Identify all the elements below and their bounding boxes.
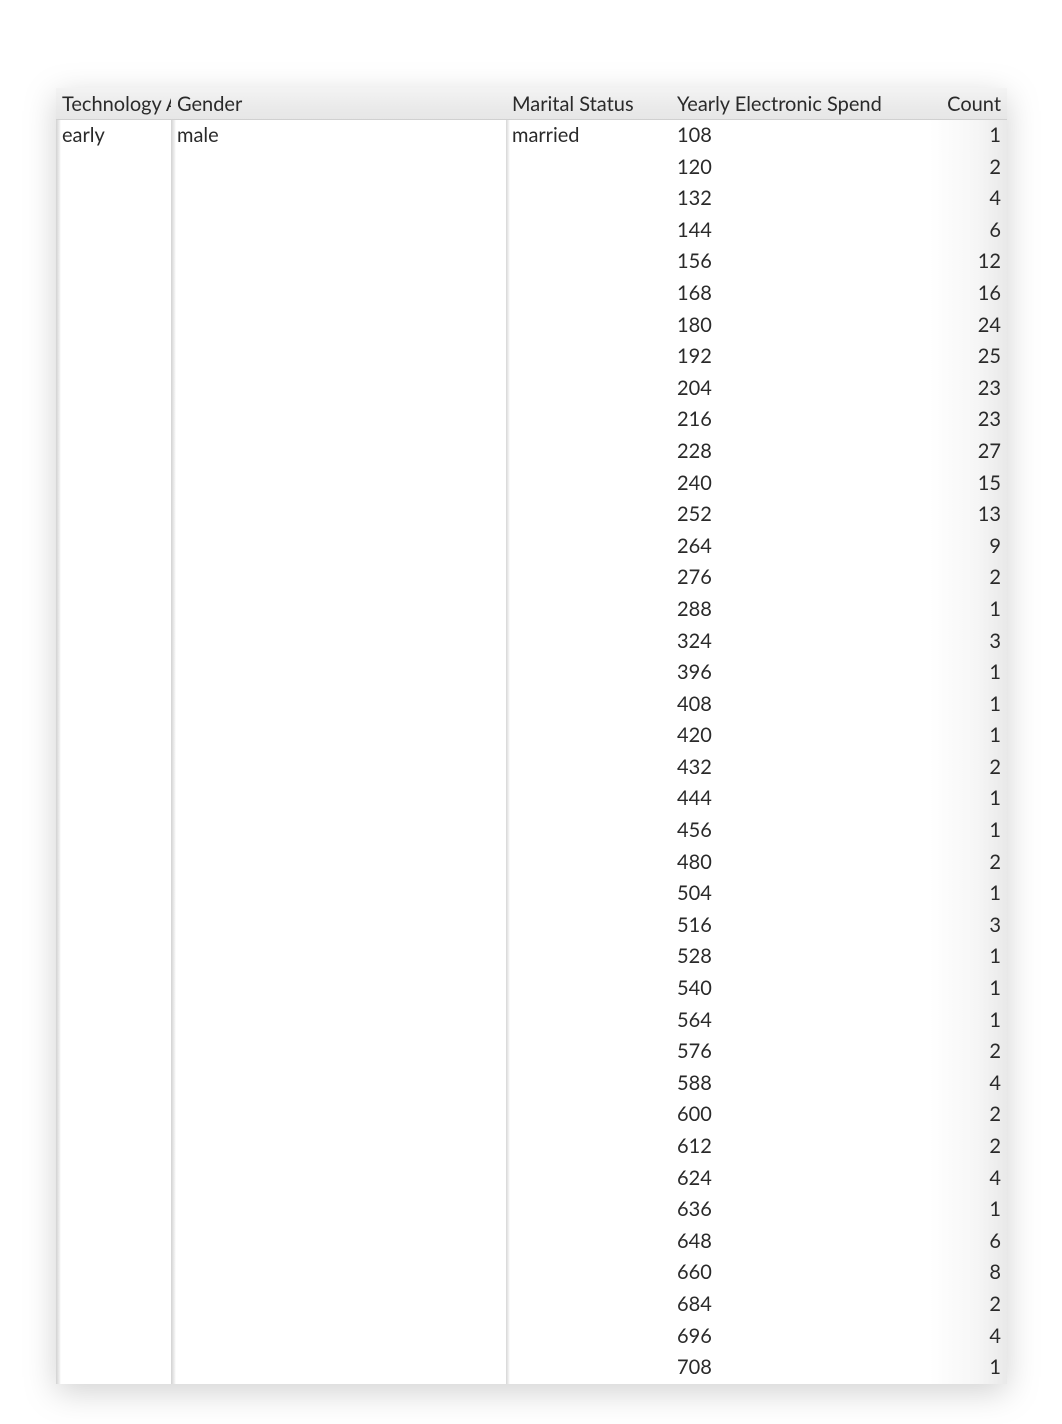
- cell-count: 1: [921, 720, 1007, 752]
- col-header-spend: Yearly Electronic Spend: [671, 88, 921, 120]
- cell-spend: 324: [671, 626, 921, 658]
- cell-count: 1: [921, 973, 1007, 1005]
- cell-spend: 132: [671, 183, 921, 215]
- cell-count: 12: [921, 246, 1007, 278]
- cell-count: 1: [921, 657, 1007, 689]
- cell-spend: 228: [671, 436, 921, 468]
- cell-spend: 264: [671, 531, 921, 563]
- cell-count: 4: [921, 1163, 1007, 1195]
- cell-spend: 480: [671, 847, 921, 879]
- cell-spend: 504: [671, 878, 921, 910]
- cell-spend: 456: [671, 815, 921, 847]
- cell-count: 27: [921, 436, 1007, 468]
- cell-count: 23: [921, 373, 1007, 405]
- cell-count: 2: [921, 1099, 1007, 1131]
- cell-spend: 240: [671, 468, 921, 500]
- cell-spend: 696: [671, 1321, 921, 1353]
- cell-spend: 108: [671, 120, 921, 152]
- col-header-gender: Gender: [171, 88, 506, 120]
- cell-spend: 276: [671, 562, 921, 594]
- cell-spend: 144: [671, 215, 921, 247]
- col-header-tech: Technology Ado: [56, 88, 171, 120]
- cell-count: 2: [921, 847, 1007, 879]
- cell-spend: 420: [671, 720, 921, 752]
- pivot-table: Technology Ado Gender Marital Status Yea…: [56, 88, 1007, 1384]
- cell-spend: 588: [671, 1068, 921, 1100]
- cell-spend: 648: [671, 1226, 921, 1258]
- cell-count: 16: [921, 278, 1007, 310]
- cell-count: 1: [921, 594, 1007, 626]
- cell-count: 6: [921, 1226, 1007, 1258]
- cell-count: 1: [921, 878, 1007, 910]
- cell-spend: 396: [671, 657, 921, 689]
- cell-spend: 192: [671, 341, 921, 373]
- cell-spend: 120: [671, 152, 921, 184]
- group-tech: early: [56, 120, 171, 1384]
- cell-count: 1: [921, 1352, 1007, 1384]
- cell-count: 2: [921, 152, 1007, 184]
- cell-count: 13: [921, 499, 1007, 531]
- cell-count: 9: [921, 531, 1007, 563]
- cell-count: 2: [921, 1289, 1007, 1321]
- group-marital: married: [506, 120, 671, 1384]
- cell-spend: 168: [671, 278, 921, 310]
- cell-count: 1: [921, 815, 1007, 847]
- pivot-page: Technology Ado Gender Marital Status Yea…: [56, 88, 1006, 1384]
- cell-count: 3: [921, 626, 1007, 658]
- cell-spend: 708: [671, 1352, 921, 1384]
- cell-count: 3: [921, 910, 1007, 942]
- cell-count: 1: [921, 941, 1007, 973]
- cell-spend: 636: [671, 1194, 921, 1226]
- table-body: earlymalemarried108112021324144615612168…: [56, 120, 1007, 1384]
- cell-count: 4: [921, 183, 1007, 215]
- cell-spend: 576: [671, 1036, 921, 1068]
- cell-spend: 540: [671, 973, 921, 1005]
- cell-spend: 156: [671, 246, 921, 278]
- cell-count: 2: [921, 752, 1007, 784]
- cell-spend: 624: [671, 1163, 921, 1195]
- col-header-count: Count: [921, 88, 1007, 120]
- cell-spend: 432: [671, 752, 921, 784]
- col-header-marital: Marital Status: [506, 88, 671, 120]
- cell-count: 6: [921, 215, 1007, 247]
- cell-count: 23: [921, 404, 1007, 436]
- cell-spend: 204: [671, 373, 921, 405]
- cell-spend: 564: [671, 1005, 921, 1037]
- cell-count: 8: [921, 1257, 1007, 1289]
- cell-count: 2: [921, 562, 1007, 594]
- cell-count: 24: [921, 310, 1007, 342]
- cell-spend: 516: [671, 910, 921, 942]
- cell-count: 1: [921, 689, 1007, 721]
- cell-spend: 684: [671, 1289, 921, 1321]
- cell-spend: 612: [671, 1131, 921, 1163]
- cell-count: 25: [921, 341, 1007, 373]
- cell-count: 2: [921, 1131, 1007, 1163]
- cell-count: 1: [921, 1005, 1007, 1037]
- cell-count: 1: [921, 1194, 1007, 1226]
- cell-count: 4: [921, 1068, 1007, 1100]
- cell-spend: 444: [671, 783, 921, 815]
- cell-spend: 600: [671, 1099, 921, 1131]
- cell-count: 15: [921, 468, 1007, 500]
- table-header: Technology Ado Gender Marital Status Yea…: [56, 88, 1007, 120]
- cell-spend: 528: [671, 941, 921, 973]
- cell-count: 4: [921, 1321, 1007, 1353]
- cell-count: 2: [921, 1036, 1007, 1068]
- cell-spend: 408: [671, 689, 921, 721]
- cell-spend: 660: [671, 1257, 921, 1289]
- cell-spend: 288: [671, 594, 921, 626]
- cell-count: 1: [921, 120, 1007, 152]
- cell-count: 1: [921, 783, 1007, 815]
- group-gender: male: [171, 120, 506, 1384]
- cell-spend: 180: [671, 310, 921, 342]
- table-row: earlymalemarried1081: [56, 120, 1007, 152]
- cell-spend: 216: [671, 404, 921, 436]
- cell-spend: 252: [671, 499, 921, 531]
